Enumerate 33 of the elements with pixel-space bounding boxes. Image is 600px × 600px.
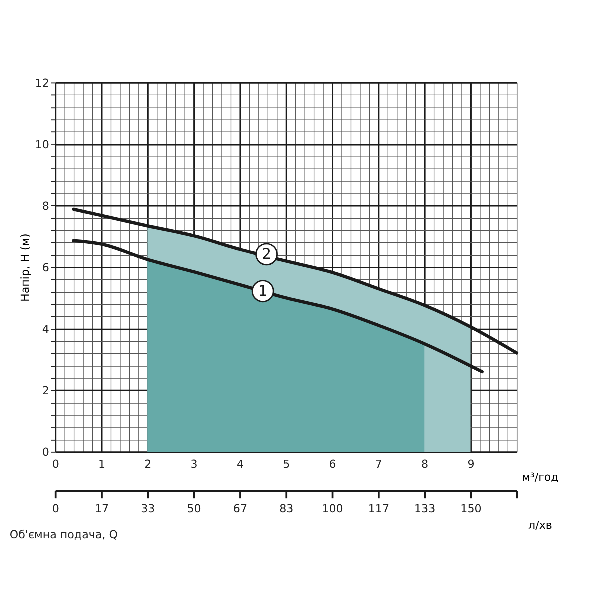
y-tick-label: 4 [42, 323, 50, 336]
x-tick-label: 7 [375, 458, 382, 472]
y-axis-title: Напір, Н (м) [18, 234, 32, 302]
x-tick-label: 0 [52, 458, 60, 472]
y-tick-label: 12 [35, 76, 50, 90]
x2-tick-label: 67 [233, 502, 248, 516]
annotation: 2 [262, 246, 272, 264]
y-tick-label: 2 [42, 384, 50, 398]
y-tick-label: 10 [35, 138, 50, 152]
x2-tick-label: 83 [280, 502, 294, 516]
x2-tick-label: 150 [460, 502, 482, 516]
x-tick-label: 6 [329, 458, 336, 472]
y-tick-label: 6 [42, 262, 50, 274]
x2-axis-title: л/хв [528, 519, 552, 532]
y-tick-label: 8 [42, 200, 50, 213]
x2-tick-label: 100 [322, 502, 344, 516]
x2-tick-label: 17 [94, 502, 110, 516]
x-tick-label: 3 [190, 458, 198, 472]
x-axis-title: м³/год [522, 471, 560, 484]
x2-tick-label: 33 [141, 502, 156, 516]
x2-tick-label: 50 [187, 502, 202, 516]
x-tick-label: 2 [144, 458, 152, 472]
x2-tick-label: 133 [414, 502, 436, 516]
x2-tick-label: 0 [52, 502, 60, 516]
x-tick-label: 8 [422, 458, 429, 472]
y-tick-label: 0 [42, 446, 50, 460]
x-tick-label: 4 [236, 458, 244, 472]
x2-tick-label: 117 [368, 502, 390, 516]
annotation: 1 [258, 282, 268, 300]
text: Об'ємна подача, Q [10, 528, 118, 542]
x-tick-label: 1 [98, 458, 106, 472]
x-tick-label: 5 [283, 458, 290, 472]
x-tick-label: 9 [468, 458, 475, 472]
